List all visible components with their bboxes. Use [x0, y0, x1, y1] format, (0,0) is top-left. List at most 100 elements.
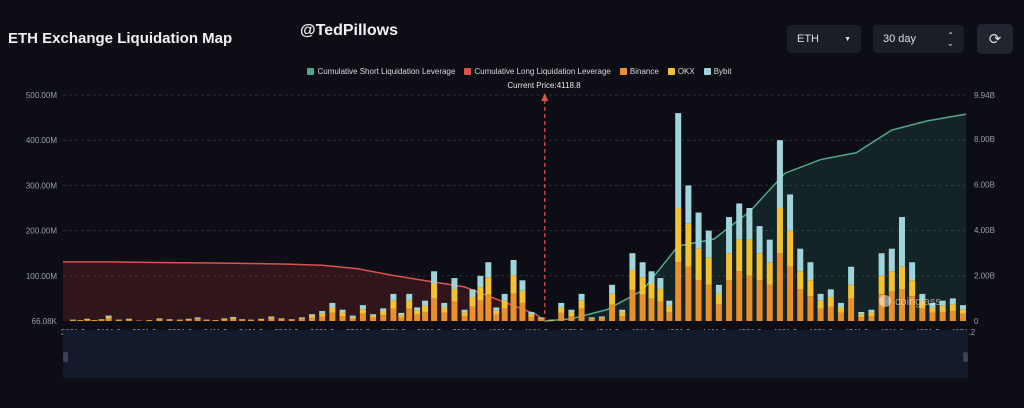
binance-bar — [960, 313, 966, 321]
okx-bar — [239, 319, 246, 321]
bybit-bar — [578, 293, 585, 301]
bybit-bar — [156, 318, 163, 319]
legend-long[interactable]: Cumulative Long Liquidation Leverage — [464, 67, 611, 76]
page-title: ETH Exchange Liquidation Map — [8, 30, 233, 47]
binance-bar — [194, 319, 201, 321]
binance-bar — [797, 289, 804, 321]
binance-bar — [705, 284, 712, 321]
zoom-slider[interactable] — [63, 330, 968, 378]
okx-bar — [105, 316, 112, 319]
legend-bybit[interactable]: Bybit — [703, 67, 732, 76]
refresh-button[interactable]: ⟳ — [977, 24, 1013, 54]
bybit-bar — [451, 278, 458, 289]
chart-legend: Cumulative Short Liquidation Leverage Cu… — [0, 67, 1024, 76]
okx-bar — [736, 239, 743, 272]
okx-bar — [528, 314, 535, 317]
coin-select[interactable]: ETH ▼ — [787, 25, 861, 53]
okx-bar — [898, 266, 905, 290]
binance-bar — [817, 308, 824, 321]
y-left-tick-label: 66.08K — [32, 317, 58, 326]
okx-bar — [501, 300, 508, 309]
okx-bar — [756, 253, 763, 281]
okx-bar — [185, 319, 192, 321]
okx-bar — [588, 318, 595, 320]
okx-bar — [548, 320, 555, 321]
bybit-bar — [380, 308, 387, 312]
okx-bar — [248, 320, 254, 321]
okx-bar — [390, 300, 397, 309]
okx-bar — [726, 253, 733, 281]
okx-bar — [715, 293, 722, 305]
binance-bar — [248, 320, 254, 322]
legend-label: Cumulative Short Liquidation Leverage — [317, 67, 456, 76]
bybit-bar — [528, 311, 535, 315]
bybit-bar — [519, 280, 526, 291]
binance-bar — [939, 311, 946, 321]
caret-down-icon: ▼ — [844, 35, 851, 43]
slider-handle-right[interactable] — [963, 352, 968, 362]
binance-bar — [929, 312, 936, 321]
period-select[interactable]: 30 day ⌃ ⌃ — [873, 25, 964, 53]
bybit-bar — [868, 309, 875, 313]
bybit-bar — [84, 318, 91, 320]
legend-binance[interactable]: Binance — [619, 67, 659, 76]
okx-bar — [212, 320, 219, 321]
legend-label: Cumulative Long Liquidation Leverage — [474, 67, 611, 76]
okx-bar — [598, 317, 605, 319]
bybit-bar — [666, 300, 673, 306]
bybit-bar — [422, 300, 429, 306]
okx-bar — [766, 262, 773, 285]
okx-bar — [77, 320, 84, 321]
binance-bar — [441, 312, 448, 321]
okx-bar — [221, 318, 228, 320]
okx-bar — [685, 223, 692, 267]
y-left-tick-label: 200.00M — [26, 227, 57, 236]
bybit-bar — [848, 266, 855, 285]
okx-bar — [230, 317, 237, 320]
y-right-tick-label: 2.00B — [974, 272, 995, 281]
bybit-bar — [746, 208, 753, 240]
bybit-bar — [329, 302, 336, 308]
okx-bar — [329, 307, 336, 313]
legend-okx[interactable]: OKX — [667, 67, 695, 76]
okx-bar — [949, 304, 956, 312]
okx-bar — [848, 284, 855, 299]
binance-bar — [787, 266, 794, 321]
okx-bar — [398, 315, 405, 318]
bybit-bar — [441, 302, 448, 308]
okx-bar — [91, 320, 98, 321]
okx-bar — [461, 312, 468, 317]
okx-bar — [380, 311, 387, 316]
bybit-bar — [537, 317, 544, 319]
legend-short[interactable]: Cumulative Short Liquidation Leverage — [307, 67, 455, 76]
okx-bar — [84, 319, 91, 321]
okx-bar — [258, 319, 265, 321]
okx-bar — [619, 312, 626, 317]
bybit-bar — [726, 217, 733, 254]
slider-handle-left[interactable] — [63, 352, 68, 362]
bybit-bar — [807, 262, 814, 281]
bybit-bar — [510, 259, 517, 276]
bybit-bar — [309, 314, 316, 316]
binance-bar — [329, 312, 336, 321]
bybit-bar — [339, 309, 346, 313]
bybit-bar — [258, 318, 265, 320]
okx-bar — [537, 318, 544, 320]
coin-select-value: ETH — [797, 33, 819, 45]
bybit-bar — [469, 289, 476, 298]
okx-bar — [568, 312, 575, 317]
bybit-bar — [675, 113, 682, 208]
bybit-bar — [619, 309, 626, 313]
binance-bar — [203, 320, 210, 322]
bybit-bar — [115, 319, 122, 321]
binance-bar — [715, 304, 722, 321]
bybit-bar — [431, 271, 438, 284]
bybit-bar — [858, 311, 865, 315]
bybit-bar — [766, 239, 773, 263]
binance-bar — [349, 318, 356, 321]
binance-bar — [70, 320, 76, 322]
binance-bar — [212, 320, 219, 322]
bybit-bar — [827, 289, 834, 298]
okx-bar — [578, 300, 585, 309]
